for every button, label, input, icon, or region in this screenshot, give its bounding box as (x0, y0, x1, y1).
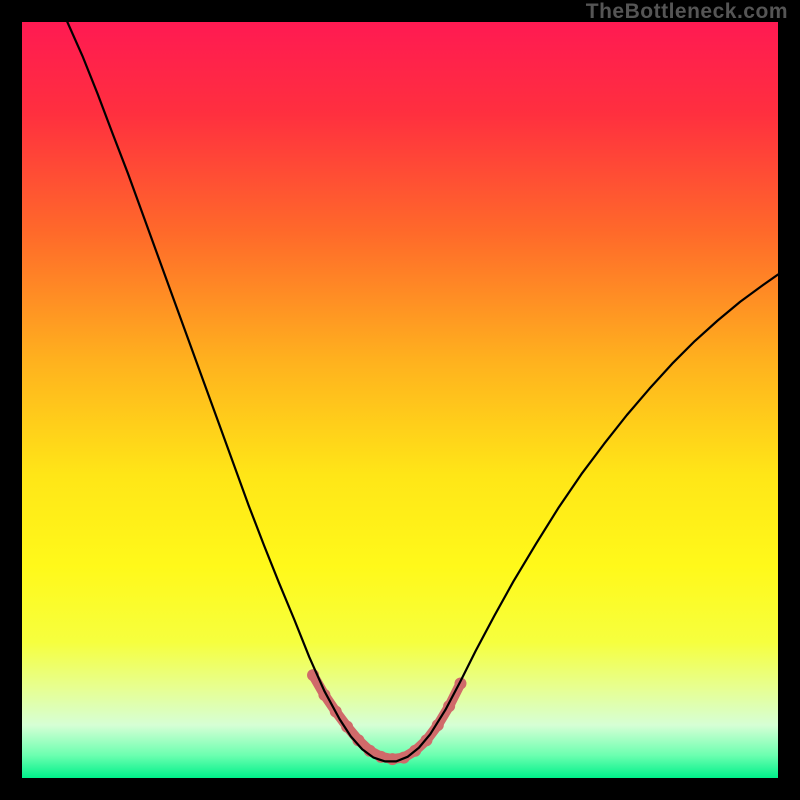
highlight-dot (386, 753, 398, 765)
chart-plot-area (22, 22, 778, 778)
main-curve (67, 22, 778, 761)
curve-layer (22, 22, 778, 778)
watermark-text: TheBottleneck.com (586, 0, 788, 24)
